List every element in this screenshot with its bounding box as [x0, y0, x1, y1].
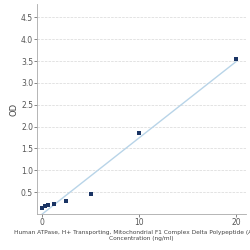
Point: [40, 206, 44, 210]
Point: [137, 131, 141, 135]
X-axis label: Human ATPase, H+ Transporting, Mitochondrial F1 Complex Delta Polypeptide (ATP5d: Human ATPase, H+ Transporting, Mitochond…: [14, 230, 250, 241]
Point: [88, 192, 92, 196]
Point: [52, 202, 56, 206]
Point: [234, 57, 238, 61]
Y-axis label: OD: OD: [9, 102, 18, 116]
Point: [43, 204, 47, 208]
Point: [46, 203, 50, 207]
Point: [64, 199, 68, 203]
